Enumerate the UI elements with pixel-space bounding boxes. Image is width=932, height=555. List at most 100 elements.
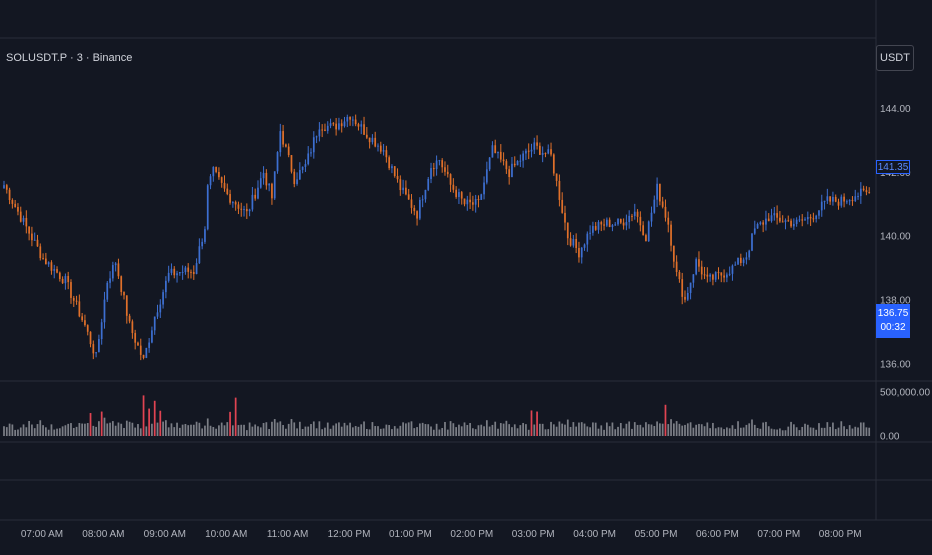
volume-bar [117,422,120,436]
candle-body [424,189,427,200]
candle-body [846,201,848,203]
candle-body [125,295,128,316]
volume-bar [452,423,455,436]
candle-body [257,187,259,199]
candle-body [315,136,318,138]
volume-bar [605,422,608,436]
volume-bar [187,425,190,436]
candle-body [848,200,851,202]
candle-body [781,221,784,223]
candle-body [33,239,36,241]
volume-bar [625,423,628,436]
volume-bar [285,428,287,436]
candle-body [767,218,770,222]
volume-bar [304,426,307,436]
volume-bar [700,424,703,436]
volume-bar [259,427,262,436]
volume-bar [508,424,511,436]
candle-body [558,180,561,200]
volume-bar [787,426,790,436]
candle-body [667,217,670,225]
volume-bar [374,426,377,436]
volume-bar [120,423,123,436]
candle-body [109,278,111,283]
volume-bar [770,428,773,436]
candle-body [410,199,413,208]
volume-bar [181,424,184,436]
volume-bar [469,422,471,436]
volume-bar [153,400,156,436]
candle-body [564,212,566,223]
candle-body [262,172,265,179]
volume-bar [204,425,206,436]
volume-bar [86,423,89,436]
candle-body [753,228,756,234]
candle-body [466,199,469,205]
candle-body [544,152,547,154]
volume-bar [823,427,826,436]
candle-body [511,163,513,178]
candle-body [245,208,248,212]
candle-body [95,352,97,354]
candle-body [572,239,575,246]
candle-body [86,325,89,332]
volume-bar [14,429,17,436]
candle-body [854,196,857,201]
candle-body [583,244,586,248]
candle-body [787,220,790,222]
candle-body [206,185,209,230]
candle-body [659,183,661,202]
volume-bar [737,421,739,436]
volume-bar [145,426,148,436]
candle-body [458,192,460,197]
price-tick-label: 140.00 [880,232,911,243]
candle-body [159,304,162,313]
symbol-title[interactable]: SOLUSDT.P · 3 · Binance [6,52,133,64]
volume-bar [555,426,558,436]
volume-bar [432,429,435,436]
volume-bar [575,426,578,436]
volume-bar [455,427,458,436]
currency-selector[interactable]: USDT [876,45,914,71]
volume-bar [862,422,865,436]
price-tick-label: 136.00 [880,360,911,371]
volume-bar [829,426,832,436]
volume-bar [243,424,245,436]
candle-body [438,160,441,162]
candle-body [64,276,67,284]
volume-bar [165,420,167,436]
volume-bar [268,429,271,436]
volume-bar [762,422,765,436]
candle-body [19,211,22,222]
volume-bar [631,428,633,436]
volume-bar [435,423,438,436]
time-tick-label: 12:00 PM [328,529,371,540]
candle-body [734,264,737,266]
volume-bar [664,404,667,436]
volume-bar [212,427,215,436]
volume-bar [728,428,731,436]
volume-bar [846,429,848,436]
candle-body [829,196,832,202]
volume-bar [859,422,862,436]
candle-body [776,213,778,218]
volume-bar [385,424,388,436]
volume-bar [176,422,178,436]
time-tick-label: 07:00 PM [757,529,800,540]
candle-body [650,212,653,222]
candle-body [176,273,178,276]
volume-bar [346,425,349,436]
volume-bar [834,429,837,436]
candle-body [714,272,717,280]
candle-body [365,134,368,138]
volume-bar [622,428,625,436]
candle-body [578,248,580,258]
volume-bar [642,427,645,436]
volume-bar [424,424,427,436]
volume-bar [251,426,254,436]
volume-bar [31,424,33,436]
candle-body [379,145,382,152]
candle-body [605,219,608,226]
